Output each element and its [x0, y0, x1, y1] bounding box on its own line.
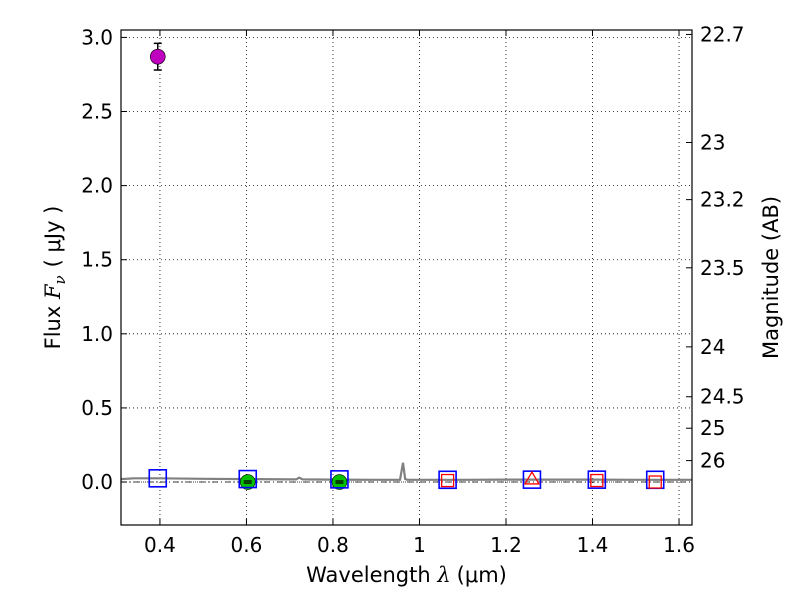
y2-tick-label: 23 [700, 131, 725, 155]
x-axis-label-prefix: Wavelength [306, 563, 437, 587]
tick-marks [121, 30, 692, 525]
upper-limit-square [648, 475, 662, 489]
grid-lines [121, 30, 692, 525]
x-axis-label: Wavelength λ (μm) [306, 563, 507, 587]
model-flux-square [238, 469, 258, 489]
data-point-circle [239, 474, 256, 490]
x-tick-label: 1.4 [577, 533, 609, 557]
y-tick-label: 2.0 [81, 174, 113, 198]
x-tick-label: 0.8 [317, 533, 349, 557]
plot-content [121, 42, 692, 490]
y2-tick-label: 23.2 [700, 188, 745, 212]
x-tick-label: 0.4 [144, 533, 176, 557]
model-flux-square [587, 470, 607, 489]
x-tick-label: 1.6 [663, 533, 695, 557]
y-axis-label-unit: ( μJy ) [41, 206, 65, 268]
upper-limit-triangle [523, 470, 541, 485]
y-axis-label-subscript: ν [51, 275, 69, 284]
y-axis-label-symbol: F [41, 283, 65, 300]
y2-tick-label: 25 [700, 416, 725, 440]
y-tick-label: 0.5 [81, 396, 113, 420]
x-tick-label: 1 [413, 533, 426, 557]
model-flux-square [148, 469, 168, 488]
x-axis-label-symbol: λ [436, 563, 450, 587]
y-tick-label: 1.0 [81, 322, 113, 346]
y2-axis-label: Magnitude (AB) [759, 196, 783, 359]
y-tick-label: 1.5 [81, 248, 113, 272]
plot-frame [120, 29, 693, 526]
y-tick-label: 0.0 [81, 470, 113, 494]
y2-tick-label: 22.7 [700, 22, 745, 46]
y-axis-label: Flux Fν ( μJy ) [41, 206, 69, 350]
model-flux-square [438, 470, 457, 490]
y-tick-label: 2.5 [81, 100, 113, 124]
y-axis-label-prefix: Flux [41, 299, 65, 349]
y2-tick-label: 26 [700, 449, 725, 473]
y2-tick-label: 24 [700, 335, 725, 359]
x-tick-label: 1.2 [490, 533, 522, 557]
x-axis-label-unit: (μm) [457, 563, 507, 587]
upper-limit-square [590, 473, 604, 488]
upper-limit-square [440, 473, 455, 488]
data-point-circle [149, 48, 166, 65]
y2-tick-label: 24.5 [700, 385, 745, 409]
x-tick-label: 0.6 [231, 533, 263, 557]
data-point-circle [331, 474, 348, 490]
y-tick-label: 3.0 [81, 25, 113, 49]
y2-tick-label: 23.5 [700, 256, 745, 280]
model-flux-square [330, 470, 349, 489]
